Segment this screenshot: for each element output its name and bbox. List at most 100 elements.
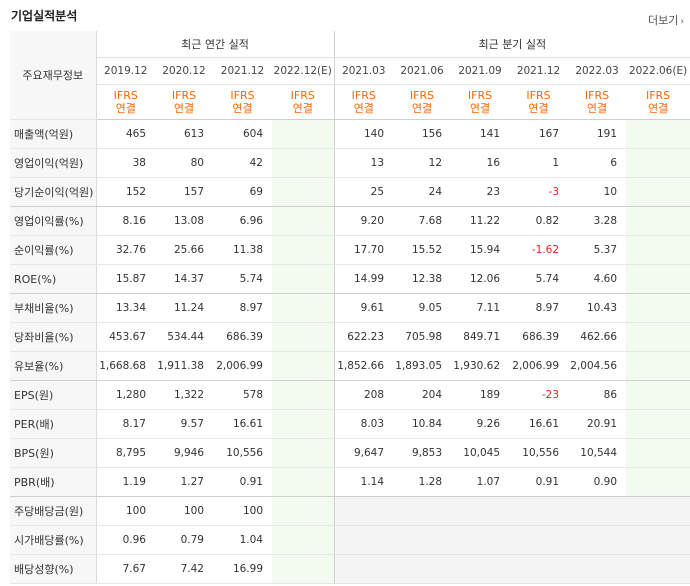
value-cell — [568, 525, 627, 555]
value-cell: 9.61 — [333, 293, 394, 323]
row-label: 당좌비율(%) — [10, 322, 97, 352]
ifrs-label: IFRS — [230, 89, 255, 102]
value-cell — [272, 119, 335, 149]
table-row: 당좌비율(%) 453.67 534.44 686.39 622.23 705.98 849… — [10, 322, 690, 352]
value-cell: 14.37 — [155, 264, 213, 294]
accounting-standard: IFRS 연결 — [96, 84, 155, 120]
value-cell: 12.38 — [393, 264, 452, 294]
value-cell: 140 — [333, 119, 394, 149]
value-cell: 25.66 — [155, 235, 213, 265]
value-cell — [272, 177, 335, 207]
value-cell — [272, 496, 335, 526]
value-cell — [451, 554, 510, 584]
value-cell: 7.11 — [451, 293, 510, 323]
value-cell: 1.28 — [393, 467, 452, 497]
row-header-title: 주요재무정보 — [10, 31, 97, 120]
value-cell: 578 — [213, 380, 272, 410]
table-row: PER(배) 8.17 9.57 16.61 8.03 10.84 9.26 16.61 20.… — [10, 409, 690, 439]
table-row: 배당성향(%) 7.67 7.42 16.99 — [10, 554, 690, 584]
value-cell: 9,853 — [393, 438, 452, 468]
period-header: 2020.12 — [155, 57, 213, 85]
accounting-standard: IFRS 연결 — [213, 84, 272, 120]
value-cell — [626, 467, 690, 497]
table-row: 당기순이익(억원) 152 157 69 25 24 23 -3 10 — [10, 177, 690, 207]
value-cell: -3 — [509, 177, 569, 207]
value-cell: 20.91 — [568, 409, 627, 439]
value-cell: 9,647 — [333, 438, 394, 468]
table-row: 부채비율(%) 13.34 11.24 8.97 9.61 9.05 7.11 8.97 10.… — [10, 293, 690, 323]
value-cell: -1.62 — [509, 235, 569, 265]
value-cell: 686.39 — [509, 322, 569, 352]
value-cell: 2,004.56 — [568, 351, 627, 381]
value-cell — [626, 554, 690, 584]
consolidated-label: 연결 — [647, 102, 669, 115]
accounting-standard: IFRS 연결 — [272, 84, 335, 120]
value-cell: 8.16 — [96, 206, 155, 236]
value-cell — [626, 119, 690, 149]
value-cell — [626, 351, 690, 381]
period-header: 2022.06(E) — [626, 57, 690, 85]
table-row: BPS(원) 8,795 9,946 10,556 9,647 9,853 10,045 10… — [10, 438, 690, 468]
annual-group-header: 최근 연간 실적 — [96, 31, 335, 58]
value-cell: 16.61 — [213, 409, 272, 439]
row-label: PBR(배) — [10, 467, 97, 497]
ifrs-label: IFRS — [290, 89, 315, 102]
value-cell: 86 — [568, 380, 627, 410]
table-row: EPS(원) 1,280 1,322 578 208 204 189 -23 86 — [10, 380, 690, 410]
value-cell: 1,668.68 — [96, 351, 155, 381]
value-cell — [451, 496, 510, 526]
value-cell: 204 — [393, 380, 452, 410]
value-cell: 0.79 — [155, 525, 213, 555]
value-cell: 9.20 — [333, 206, 394, 236]
table-row: 영업이익률(%) 8.16 13.08 6.96 9.20 7.68 11.22 0.82 3.… — [10, 206, 690, 236]
value-cell — [626, 293, 690, 323]
table-row: PBR(배) 1.19 1.27 0.91 1.14 1.28 1.07 0.91 0.90 — [10, 467, 690, 497]
consolidated-label: 연결 — [292, 102, 313, 115]
ifrs-label: IFRS — [171, 89, 197, 102]
value-cell: 191 — [568, 119, 627, 149]
value-cell: 11.24 — [155, 293, 213, 323]
ifrs-label: IFRS — [409, 89, 435, 102]
consolidated-label: 연결 — [232, 102, 253, 115]
value-cell — [272, 525, 335, 555]
value-cell: 9.05 — [393, 293, 452, 323]
accounting-standard: IFRS 연결 — [333, 84, 394, 120]
value-cell: 189 — [451, 380, 510, 410]
value-cell: 0.90 — [568, 467, 627, 497]
value-cell: 10 — [568, 177, 627, 207]
value-cell: 7.67 — [96, 554, 155, 584]
period-header: 2021.03 — [333, 57, 394, 85]
table-row: ROE(%) 15.87 14.37 5.74 14.99 12.38 12.06 5.74 4… — [10, 264, 690, 294]
value-cell — [509, 525, 569, 555]
section-title: 기업실적분석 — [11, 9, 78, 23]
consolidated-label: 연결 — [586, 102, 608, 115]
row-label: 주당배당금(원) — [10, 496, 97, 526]
consolidated-label: 연결 — [115, 102, 136, 115]
value-cell: 10,556 — [509, 438, 569, 468]
value-cell: 10.43 — [568, 293, 627, 323]
more-link[interactable]: 더보기 › — [648, 12, 684, 28]
value-cell: 13.34 — [96, 293, 155, 323]
accounting-standard: IFRS 연결 — [568, 84, 627, 120]
value-cell — [626, 380, 690, 410]
value-cell: 622.23 — [333, 322, 394, 352]
value-cell: 167 — [509, 119, 569, 149]
value-cell: 453.67 — [96, 322, 155, 352]
value-cell: 10,556 — [213, 438, 272, 468]
value-cell — [451, 525, 510, 555]
value-cell: 10,045 — [451, 438, 510, 468]
value-cell — [272, 206, 335, 236]
value-cell: 1,911.38 — [155, 351, 213, 381]
ifrs-label: IFRS — [584, 89, 610, 102]
accounting-standard: IFRS 연결 — [155, 84, 213, 120]
value-cell — [393, 496, 452, 526]
value-cell: 2,006.99 — [213, 351, 272, 381]
value-cell — [272, 148, 335, 178]
value-cell — [272, 351, 335, 381]
period-header: 2021.12 — [213, 57, 272, 85]
section-header: 기업실적분석 더보기 › — [0, 0, 690, 30]
value-cell: 152 — [96, 177, 155, 207]
value-cell: 100 — [213, 496, 272, 526]
consolidated-label: 연결 — [353, 102, 374, 115]
value-cell: 1 — [509, 148, 569, 178]
